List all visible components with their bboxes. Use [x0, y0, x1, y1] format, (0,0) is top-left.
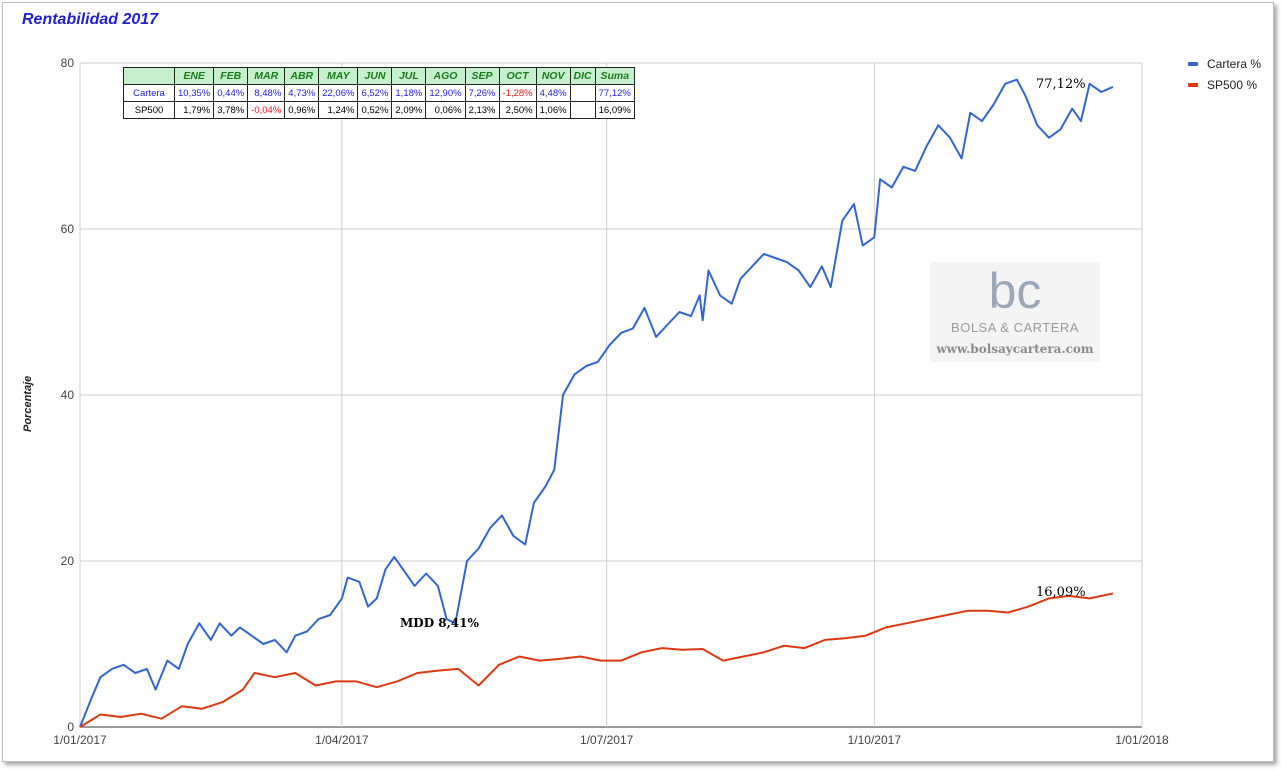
table-header-row: ENE FEB MAR ABR MAY JUN JUL AGO SEP OCT …	[123, 67, 635, 85]
table-body: Cartera 10,35% 0,44% 8,48% 4,73% 22,06% 6,52% 1…	[123, 84, 635, 119]
y-tick-label: 60	[61, 222, 75, 236]
table-cell: 12,90%	[425, 84, 466, 102]
watermark: bc BOLSA & CARTERA www.bolsaycartera.com	[930, 262, 1100, 362]
legend-swatch-cartera	[1188, 62, 1198, 66]
table-cell: 2,09%	[391, 101, 427, 119]
table-cell: 7,26%	[464, 84, 500, 102]
monthly-returns-table: ENE FEB MAR ABR MAY JUN JUL AGO SEP OCT …	[123, 67, 635, 119]
logo-lettering: bc	[989, 263, 1042, 318]
chart-title: Rentabilidad 2017	[22, 11, 159, 28]
table-header-nov: NOV	[535, 67, 571, 85]
table-row-label: Cartera	[123, 84, 175, 102]
table-cell: 0,06%	[425, 101, 466, 119]
table-header-sep: SEP	[464, 67, 500, 85]
table-cell: 0,96%	[284, 101, 320, 119]
y-tick-label: 40	[61, 388, 75, 402]
x-tick-label: 1/04/2017	[315, 733, 369, 747]
y-axis-label-text: Porcentaje	[22, 375, 34, 432]
x-tick-label: 1/07/2017	[580, 733, 634, 747]
y-tick-label: 20	[61, 554, 75, 568]
end-label-sp500: 16,09%	[1036, 585, 1086, 600]
table-cell: 22,06%	[318, 84, 359, 102]
x-tick-label: 1/01/2018	[1115, 733, 1169, 747]
table-header-oct: OCT	[498, 67, 537, 85]
table-cell: 1,06%	[535, 101, 571, 119]
table-cell: 77,12%	[594, 84, 635, 102]
table-header-feb: FEB	[213, 67, 249, 85]
table-row: SP500 1,79% 3,78% -0,04% 0,96% 1,24% 0,52% 2,09…	[123, 101, 635, 119]
y-tick-label: 0	[67, 720, 74, 734]
legend-item-sp500[interactable]: SP500 %	[1188, 78, 1257, 92]
table-cell: 0,52%	[357, 101, 393, 119]
watermark-url: www.bolsaycartera.com	[936, 342, 1094, 356]
table-cell: 8,48%	[247, 84, 286, 102]
x-tick-label: 1/01/2017	[53, 733, 107, 747]
legend-label-sp500: SP500 %	[1207, 78, 1258, 92]
table-header-mar: MAR	[247, 67, 286, 85]
axes: 0 20 40 60 80 1/01/2017 1/04/2017 1/07/2017 1/10…	[53, 56, 1169, 747]
table-row-label: SP500	[123, 101, 175, 119]
y-tick-label: 80	[61, 56, 75, 70]
series-line-sp500	[79, 592, 1114, 728]
table-header-ene: ENE	[173, 67, 215, 85]
table-cell: 10,35%	[173, 84, 215, 102]
table-header-suma: Suma	[594, 67, 635, 85]
series-line-cartera	[79, 78, 1114, 728]
watermark-brand: BOLSA & CARTERA	[951, 320, 1079, 335]
table-cell	[569, 101, 596, 119]
legend-swatch-sp500	[1188, 83, 1198, 87]
table-header-ago: AGO	[425, 67, 466, 85]
table-cell: -0,04%	[247, 101, 286, 119]
y-axis-label: Porcentaje	[22, 376, 78, 444]
table-cell: 6,52%	[357, 84, 393, 102]
table-cell: 1,18%	[391, 84, 427, 102]
table-cell: 3,78%	[213, 101, 249, 119]
table-cell: -1,28%	[498, 84, 537, 102]
grid-lines	[79, 62, 1143, 728]
x-tick-label: 1/10/2017	[848, 733, 902, 747]
legend-item-cartera[interactable]: Cartera %	[1188, 57, 1261, 71]
table-cell: 1,24%	[318, 101, 359, 119]
series-lines	[79, 78, 1114, 728]
table-cell: 1,79%	[173, 101, 215, 119]
table-header-dic: DIC	[569, 67, 596, 85]
table-header-jun: JUN	[357, 67, 393, 85]
legend-label-cartera: Cartera %	[1207, 57, 1262, 71]
table-header-jul: JUL	[391, 67, 427, 85]
table-header-may: MAY	[318, 67, 359, 85]
table-cell: 4,73%	[284, 84, 320, 102]
table-cell: 0,44%	[213, 84, 249, 102]
mdd-annotation: MDD 8,41%	[400, 616, 479, 630]
bc-logo-icon: bc	[989, 263, 1042, 318]
table-header-abr: ABR	[284, 67, 320, 85]
end-label-cartera: 77,12%	[1036, 77, 1086, 92]
table-cell: 16,09%	[594, 101, 635, 119]
table-cell	[569, 84, 596, 102]
table-row: Cartera 10,35% 0,44% 8,48% 4,73% 22,06% 6,52% 1…	[123, 84, 635, 102]
table-cell: 2,50%	[498, 101, 537, 119]
table-cell: 2,13%	[464, 101, 500, 119]
table-cell: 4,48%	[535, 84, 571, 102]
table-corner-cell	[123, 67, 175, 85]
